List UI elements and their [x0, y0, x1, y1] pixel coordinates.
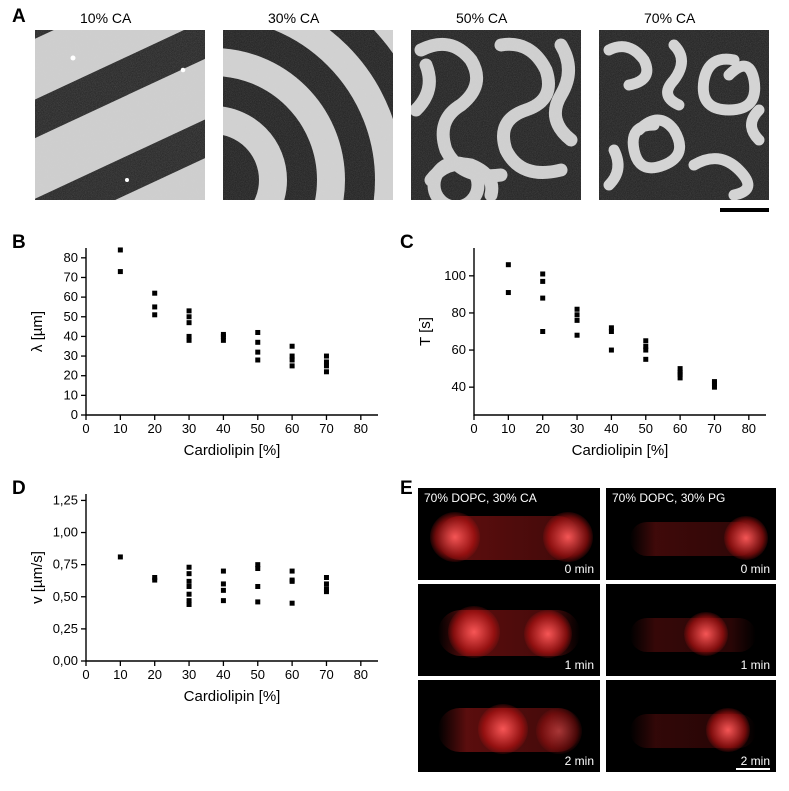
svg-text:30: 30	[182, 421, 196, 436]
svg-text:0,25: 0,25	[53, 621, 78, 636]
svg-text:60: 60	[452, 342, 466, 357]
svg-text:50: 50	[251, 421, 265, 436]
svg-text:20: 20	[147, 667, 161, 682]
svg-text:Cardiolipin [%]: Cardiolipin [%]	[184, 442, 281, 459]
svg-text:0: 0	[82, 667, 89, 682]
svg-text:50: 50	[251, 667, 265, 682]
micrograph-70ca	[599, 30, 769, 200]
time-1b: 1 min	[741, 658, 770, 672]
svg-text:0,75: 0,75	[53, 557, 78, 572]
time-2b: 2 min	[741, 754, 770, 768]
svg-text:60: 60	[285, 667, 299, 682]
rod-pg-1min: 1 min	[606, 584, 776, 676]
panel-a-scalebar	[720, 208, 769, 212]
svg-text:60: 60	[64, 289, 78, 304]
panel-a-col2: 30% CA	[268, 10, 319, 26]
micrograph-10ca	[35, 30, 205, 200]
chart-c: 0 10 20 30 40 50 60 70 80 40 60 80 100 Cardiolipin [%…	[416, 236, 776, 461]
svg-text:1,25: 1,25	[53, 492, 78, 507]
rod-ca-1min: 1 min	[418, 584, 600, 676]
time-1: 1 min	[565, 658, 594, 672]
panel-e-label: E	[400, 478, 413, 500]
chart-d: 0 10 20 30 40 50 60 70 80 0,00 0,25 0,50 0,75 1,00 1,2…	[28, 482, 388, 707]
svg-text:70: 70	[64, 269, 78, 284]
svg-text:30: 30	[182, 667, 196, 682]
svg-text:80: 80	[742, 421, 756, 436]
svg-text:0,50: 0,50	[53, 589, 78, 604]
panel-a-col4: 70% CA	[644, 10, 695, 26]
svg-text:70: 70	[319, 667, 333, 682]
rod-ca-0min: 70% DOPC, 30% CA 0 min	[418, 488, 600, 580]
svg-text:0: 0	[71, 407, 78, 422]
svg-text:0: 0	[82, 421, 89, 436]
panel-b-label: B	[12, 232, 26, 254]
rod-pg-2min: 2 min	[606, 680, 776, 772]
svg-text:10: 10	[501, 421, 515, 436]
svg-text:70: 70	[319, 421, 333, 436]
svg-text:20: 20	[147, 421, 161, 436]
svg-text:40: 40	[604, 421, 618, 436]
svg-text:0: 0	[470, 421, 477, 436]
svg-text:10: 10	[113, 667, 127, 682]
svg-text:60: 60	[285, 421, 299, 436]
svg-text:30: 30	[64, 348, 78, 363]
svg-text:80: 80	[452, 305, 466, 320]
svg-text:80: 80	[64, 250, 78, 265]
svg-text:30: 30	[570, 421, 584, 436]
time-0: 0 min	[565, 562, 594, 576]
svg-text:λ [µm]: λ [µm]	[29, 311, 46, 352]
svg-text:40: 40	[64, 328, 78, 343]
svg-text:80: 80	[354, 667, 368, 682]
svg-text:Cardiolipin [%]: Cardiolipin [%]	[184, 688, 281, 705]
svg-text:20: 20	[64, 368, 78, 383]
svg-text:10: 10	[64, 387, 78, 402]
rod-pg-0min: 70% DOPC, 30% PG 0 min	[606, 488, 776, 580]
svg-text:T [s]: T [s]	[417, 317, 434, 346]
rod-ca-2min: 2 min	[418, 680, 600, 772]
panel-a-label: A	[12, 6, 26, 28]
panel-d-label: D	[12, 478, 26, 500]
svg-text:40: 40	[452, 379, 466, 394]
svg-text:50: 50	[64, 309, 78, 324]
micrograph-30ca	[223, 30, 393, 200]
chart-b: 0 10 20 30 40 50 60 70 80 0 10 20 30 40 50 60 70 80 Cardio…	[28, 236, 388, 461]
svg-text:0,00: 0,00	[53, 653, 78, 668]
svg-text:20: 20	[535, 421, 549, 436]
panel-a-col1: 10% CA	[80, 10, 131, 26]
time-0b: 0 min	[741, 562, 770, 576]
panel-a-col3: 50% CA	[456, 10, 507, 26]
svg-text:40: 40	[216, 667, 230, 682]
svg-text:80: 80	[354, 421, 368, 436]
panel-e-scalebar	[736, 768, 770, 770]
micrograph-50ca	[411, 30, 581, 200]
rod-right-title: 70% DOPC, 30% PG	[612, 491, 725, 505]
svg-text:1,00: 1,00	[53, 525, 78, 540]
svg-text:70: 70	[707, 421, 721, 436]
svg-text:100: 100	[444, 268, 466, 283]
svg-text:60: 60	[673, 421, 687, 436]
svg-text:40: 40	[216, 421, 230, 436]
svg-text:v [µm/s]: v [µm/s]	[29, 551, 46, 604]
time-2: 2 min	[565, 754, 594, 768]
panel-c-label: C	[400, 232, 414, 254]
svg-text:10: 10	[113, 421, 127, 436]
svg-text:Cardiolipin [%]: Cardiolipin [%]	[572, 442, 669, 459]
rod-left-title: 70% DOPC, 30% CA	[424, 491, 537, 505]
svg-text:50: 50	[639, 421, 653, 436]
